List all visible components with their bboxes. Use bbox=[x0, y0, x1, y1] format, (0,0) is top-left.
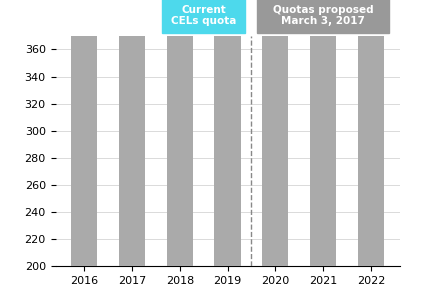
Bar bbox=[166, 0, 193, 266]
Bar bbox=[214, 0, 241, 266]
Bar bbox=[262, 0, 289, 266]
Bar bbox=[119, 0, 145, 266]
Bar bbox=[358, 0, 384, 266]
Text: Current
CELs quota: Current CELs quota bbox=[171, 5, 236, 27]
Bar bbox=[310, 0, 336, 266]
Text: Quotas proposed
March 3, 2017: Quotas proposed March 3, 2017 bbox=[273, 5, 373, 27]
Bar bbox=[71, 0, 97, 266]
